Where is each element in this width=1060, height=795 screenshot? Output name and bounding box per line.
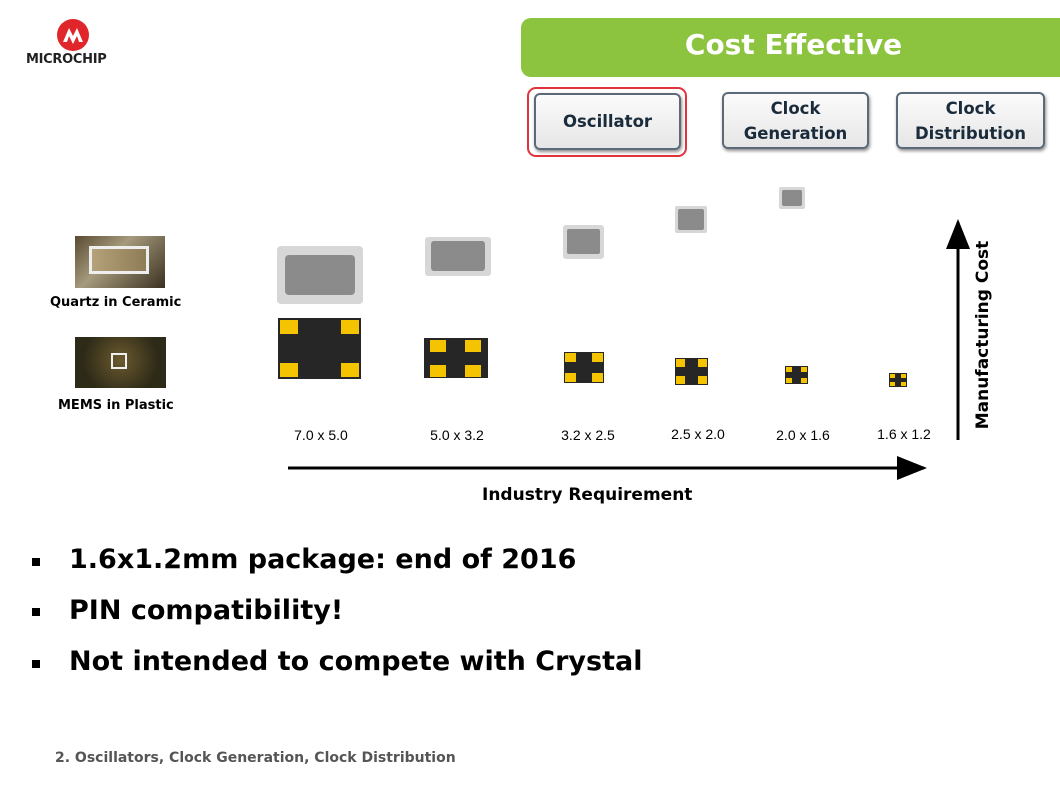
ceramic-package-3225: [563, 225, 604, 259]
mems-package-2520: [675, 358, 708, 385]
bullet-marker: [32, 660, 40, 668]
quartz-ceramic-photo: [75, 236, 165, 288]
mems-plastic-photo: [75, 337, 166, 388]
mems-package-7050: [278, 318, 361, 379]
package-label-5032: 5.0 x 3.2: [430, 427, 484, 443]
package-label-3225: 3.2 x 2.5: [561, 427, 615, 443]
mems-package-3225: [564, 352, 604, 383]
package-label-7050: 7.0 x 5.0: [294, 427, 348, 443]
bullet-marker: [32, 558, 40, 566]
clock-distribution-button[interactable]: Clock Distribution: [896, 92, 1045, 149]
bullet-item: PIN compatibility!: [69, 595, 344, 626]
x-axis-label: Industry Requirement: [482, 485, 693, 505]
ceramic-package-2016: [779, 187, 805, 209]
ceramic-package-2520: [675, 206, 707, 233]
quartz-ceramic-label: Quartz in Ceramic: [50, 295, 182, 310]
selected-highlight: [527, 87, 687, 157]
bullet-item: 1.6x1.2mm package: end of 2016: [69, 544, 577, 575]
microchip-logo: MICROCHIP: [26, 18, 126, 74]
mems-plastic-label: MEMS in Plastic: [58, 398, 174, 413]
microchip-logo-icon: [57, 19, 89, 51]
bullet-item: Not intended to compete with Crystal: [69, 646, 643, 677]
package-label-2520: 2.5 x 2.0: [671, 426, 725, 442]
logo-text: MICROCHIP: [26, 52, 107, 67]
footer-text: 2. Oscillators, Clock Generation, Clock …: [55, 750, 456, 766]
mems-package-1612: [889, 373, 907, 387]
cost-effective-banner: Cost Effective: [521, 18, 1060, 77]
package-diagram: [277, 187, 970, 480]
clock-generation-button[interactable]: Clock Generation: [722, 92, 869, 149]
ceramic-package-5032: [425, 237, 491, 276]
bullet-marker: [32, 608, 40, 616]
oscillator-button[interactable]: Oscillator: [534, 93, 681, 150]
package-label-1612: 1.6 x 1.2: [877, 426, 931, 442]
mems-package-2016: [785, 366, 808, 384]
package-label-2016: 2.0 x 1.6: [776, 427, 830, 443]
y-axis-label: Manufacturing Cost: [973, 240, 993, 430]
mems-package-5032: [424, 338, 488, 378]
banner-title: Cost Effective: [684, 28, 903, 61]
ceramic-package-7050: [277, 246, 363, 304]
